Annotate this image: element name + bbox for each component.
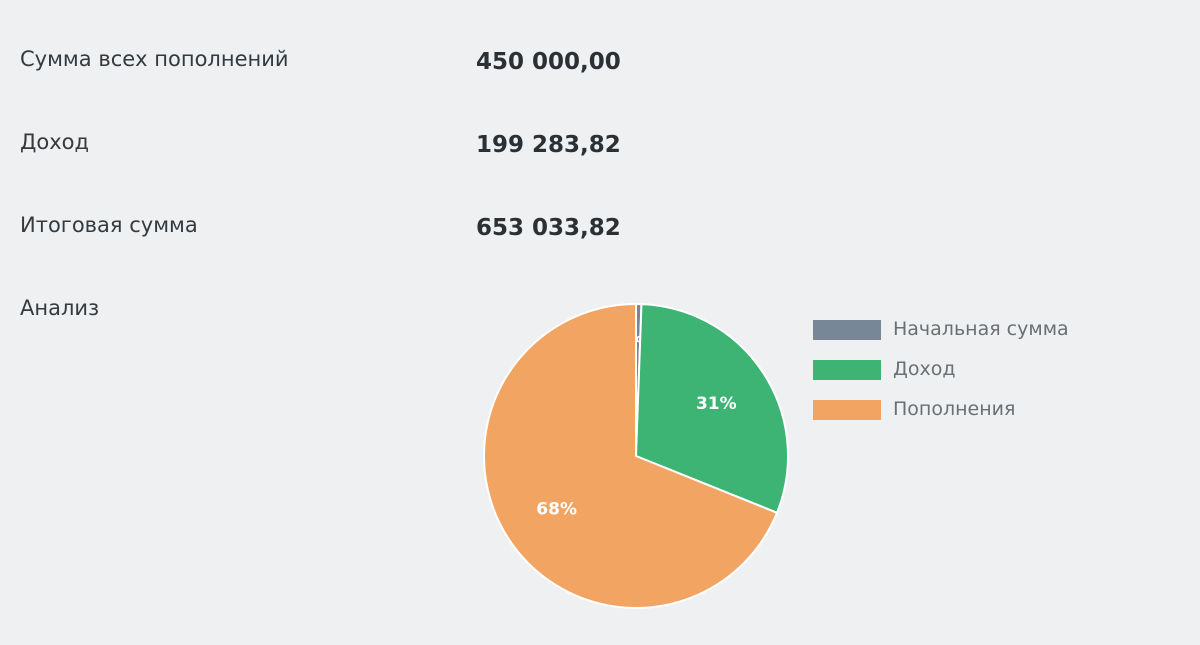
deposits-value: 450 000,00 xyxy=(476,49,621,75)
total-label: Итоговая сумма xyxy=(20,213,198,237)
legend-label: Пополнения xyxy=(893,398,1016,420)
deposits-row: Сумма всех пополнений 450 000,00 xyxy=(20,47,660,87)
legend-label: Начальная сумма xyxy=(893,318,1069,340)
total-value: 653 033,82 xyxy=(476,215,621,241)
deposits-label: Сумма всех пополнений xyxy=(20,47,289,71)
pie-chart: 1%31%68% xyxy=(483,302,789,609)
legend-swatch xyxy=(813,320,881,340)
pie-slice-deposits[interactable] xyxy=(483,302,779,609)
legend-item-initial-sum[interactable]: Начальная сумма xyxy=(813,318,1113,358)
pie-label-deposits: 68% xyxy=(536,500,577,520)
legend-swatch xyxy=(813,400,881,420)
total-row: Итоговая сумма 653 033,82 xyxy=(20,213,660,253)
legend-item-income[interactable]: Доход xyxy=(813,358,1113,398)
income-value: 199 283,82 xyxy=(476,132,621,158)
income-row: Доход 199 283,82 xyxy=(20,130,660,170)
legend-item-deposits[interactable]: Пополнения xyxy=(813,398,1113,438)
legend-swatch xyxy=(813,360,881,380)
pie-label-income: 31% xyxy=(696,394,737,414)
chart-legend: Начальная сумма Доход Пополнения xyxy=(813,318,1113,438)
analysis-row: Анализ xyxy=(20,296,660,336)
income-label: Доход xyxy=(20,130,90,154)
legend-label: Доход xyxy=(893,358,956,380)
pie-slice-income[interactable] xyxy=(634,303,789,515)
analysis-label: Анализ xyxy=(20,296,100,320)
